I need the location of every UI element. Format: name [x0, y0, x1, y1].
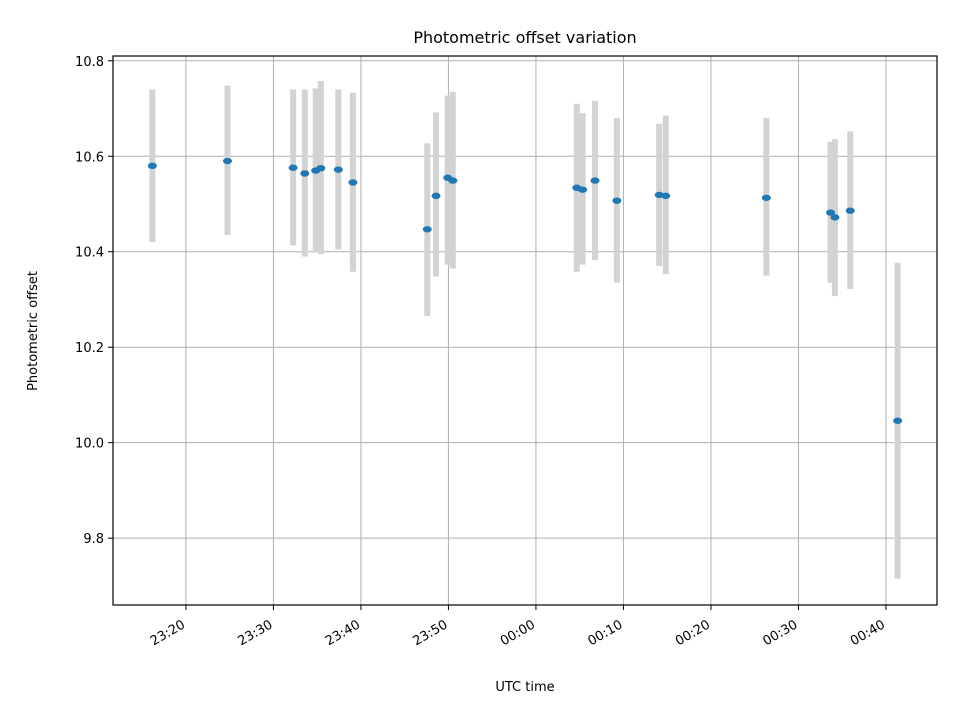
data-point — [830, 214, 840, 221]
data-point — [316, 164, 326, 172]
y-tick-label: 10.2 — [75, 341, 104, 356]
x-tick-label: 00:00 — [498, 617, 538, 649]
data-point — [893, 417, 903, 424]
data-point — [147, 162, 157, 169]
data-point — [761, 194, 771, 201]
x-tick-label: 23:20 — [148, 617, 188, 649]
data-point — [590, 177, 600, 184]
data-point — [222, 157, 232, 165]
x-tick-label: 00:30 — [761, 617, 801, 649]
y-tick-label: 10.0 — [75, 437, 104, 452]
data-point — [661, 192, 671, 200]
chart-title: Photometric offset variation — [413, 28, 636, 47]
plot-frame — [112, 55, 938, 606]
data-point — [431, 192, 441, 200]
data-point — [612, 197, 622, 204]
x-tick-label: 00:10 — [585, 617, 625, 649]
y-tick-label: 9.8 — [83, 532, 104, 547]
y-tick-label: 10.6 — [75, 150, 104, 165]
x-tick-label: 00:20 — [673, 617, 713, 649]
x-tick-label: 23:30 — [235, 617, 275, 649]
data-point — [333, 166, 343, 173]
data-point — [300, 170, 310, 177]
errorbar-layer — [149, 80, 901, 579]
data-point — [845, 207, 855, 214]
x-tick-label: 00:40 — [848, 617, 888, 649]
y-axis-label: Photometric offset — [26, 271, 41, 391]
data-point — [348, 179, 358, 186]
data-point — [826, 209, 836, 216]
y-tick-label: 10.8 — [75, 55, 104, 70]
data-point — [288, 164, 298, 171]
x-tick-label: 23:50 — [410, 617, 450, 649]
data-point — [448, 177, 458, 184]
data-point — [578, 186, 588, 193]
x-axis-label: UTC time — [495, 680, 554, 695]
point-layer — [147, 157, 903, 424]
data-point — [422, 226, 432, 233]
x-tick-label: 23:40 — [323, 617, 363, 649]
grid-layer — [113, 56, 937, 605]
y-tick-label: 10.4 — [75, 246, 104, 261]
